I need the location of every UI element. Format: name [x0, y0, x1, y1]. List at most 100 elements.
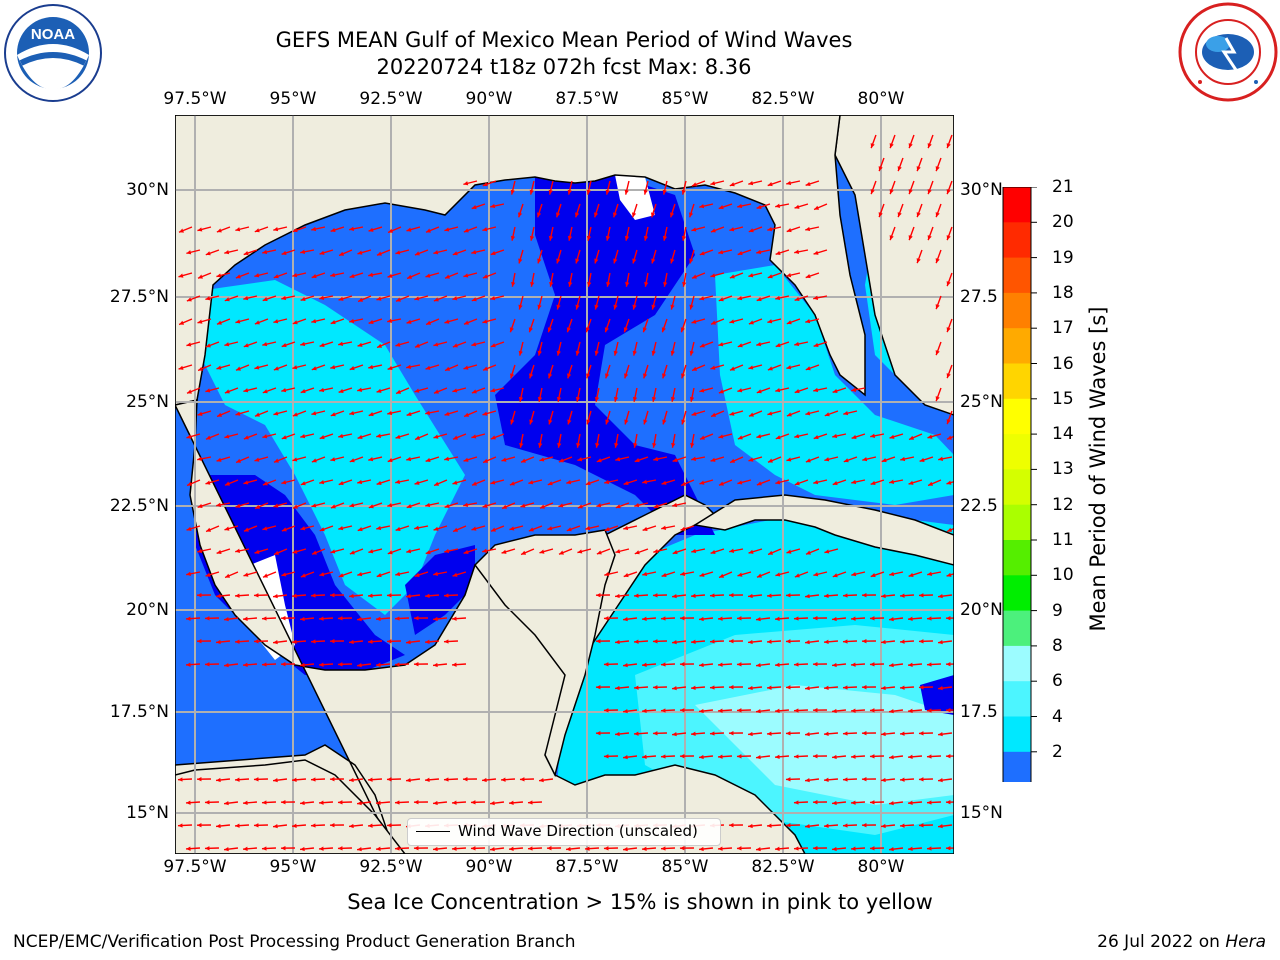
- wave-direction-arrow: [927, 226, 934, 241]
- wave-direction-arrow: [756, 433, 771, 439]
- wave-direction-arrow: [261, 800, 276, 805]
- wave-direction-arrow: [319, 295, 334, 300]
- wave-direction-arrow: [717, 616, 733, 621]
- wave-direction-arrow: [235, 456, 250, 464]
- wave-direction-arrow: [555, 203, 562, 218]
- wave-direction-arrow: [843, 456, 858, 463]
- wave-direction-arrow: [529, 180, 535, 195]
- wave-direction-arrow: [889, 571, 904, 577]
- colorbar-tick-label: 4: [1052, 706, 1063, 727]
- lat-tick-right: 30°N: [960, 180, 1003, 200]
- wave-direction-arrow: [444, 318, 459, 324]
- wave-direction-arrow: [907, 708, 923, 713]
- wave-direction-arrow: [425, 456, 440, 462]
- wave-direction-arrow: [234, 777, 250, 782]
- wave-direction-arrow: [549, 272, 554, 287]
- wave-direction-arrow: [699, 203, 714, 209]
- wave-direction-arrow: [945, 799, 954, 805]
- wave-direction-arrow: [662, 364, 668, 379]
- wave-direction-arrow: [387, 226, 402, 234]
- wave-direction-arrow: [643, 180, 649, 195]
- wave-direction-arrow: [357, 525, 372, 532]
- wave-direction-arrow: [681, 226, 687, 241]
- wave-direction-arrow: [451, 846, 467, 851]
- wave-direction-arrow: [679, 753, 694, 759]
- wave-direction-arrow: [916, 203, 923, 218]
- wave-direction-arrow: [243, 525, 258, 532]
- wave-direction-arrow: [509, 525, 524, 531]
- wave-direction-arrow: [785, 593, 800, 598]
- wave-direction-arrow: [945, 753, 954, 759]
- wave-direction-arrow: [775, 203, 790, 208]
- wave-direction-arrow: [223, 616, 239, 622]
- wave-direction-arrow: [356, 846, 372, 852]
- wave-direction-arrow: [272, 823, 288, 829]
- wave-direction-arrow: [688, 203, 695, 218]
- wave-direction-arrow: [185, 616, 201, 621]
- wave-direction-arrow: [907, 616, 923, 621]
- missing-data-patch: [615, 175, 655, 220]
- wave-direction-arrow: [643, 364, 649, 379]
- wave-direction-arrow: [935, 387, 942, 402]
- land-yucatan-peninsula: [474, 529, 616, 778]
- wave-direction-arrow: [223, 800, 239, 806]
- wave-direction-arrow: [661, 525, 676, 530]
- colorbar-tick-label: 15: [1052, 388, 1074, 409]
- wave-direction-arrow: [501, 548, 516, 554]
- wave-direction-arrow: [710, 318, 725, 325]
- wave-direction-arrow: [443, 593, 458, 598]
- wave-direction-arrow: [444, 272, 459, 279]
- wave-direction-arrow: [625, 272, 630, 287]
- wave-direction-arrow: [425, 272, 440, 278]
- wave-direction-arrow: [348, 777, 364, 783]
- lon-tick-top: 87.5°W: [555, 89, 619, 109]
- wave-direction-arrow: [642, 571, 657, 577]
- wave-direction-arrow: [880, 777, 896, 783]
- wave-direction-arrow: [908, 571, 923, 577]
- wave-direction-arrow: [368, 226, 383, 232]
- wave-direction-arrow: [205, 387, 220, 393]
- wave-direction-arrow: [394, 800, 409, 805]
- wave-direction-arrow: [842, 685, 857, 690]
- wave-direction-arrow: [185, 800, 201, 805]
- wave-direction-arrow: [729, 456, 744, 464]
- wave-direction-arrow: [508, 800, 524, 805]
- wave-direction-arrow: [519, 777, 534, 782]
- wave-direction-arrow: [709, 685, 724, 690]
- wave-direction-arrow: [234, 593, 250, 598]
- wave-direction-arrow: [204, 662, 219, 667]
- wave-direction-arrow: [518, 341, 524, 356]
- wave-direction-arrow: [737, 295, 752, 301]
- wave-direction-arrow: [300, 479, 315, 486]
- wave-direction-arrow: [375, 800, 391, 805]
- wave-direction-arrow: [946, 410, 953, 425]
- wave-direction-arrow: [596, 548, 611, 555]
- wave-direction-arrow: [622, 754, 638, 760]
- wave-direction-arrow: [539, 502, 554, 509]
- wave-direction-arrow: [831, 800, 847, 806]
- wave-direction-arrow: [660, 846, 675, 851]
- wave-direction-arrow: [775, 249, 790, 255]
- wave-direction-arrow: [899, 731, 915, 736]
- wave-direction-arrow: [387, 318, 402, 323]
- wave-direction-arrow: [482, 272, 497, 279]
- wave-direction-arrow: [424, 777, 440, 782]
- wave-direction-arrow: [842, 731, 857, 736]
- wave-direction-arrow: [405, 777, 421, 783]
- wave-direction-arrow: [729, 180, 744, 187]
- noaa-logo-text: NOAA: [31, 26, 75, 43]
- wave-direction-arrow: [622, 708, 638, 714]
- wave-direction-arrow: [595, 433, 600, 448]
- wave-direction-arrow: [737, 571, 752, 577]
- wave-direction-arrow: [869, 616, 884, 621]
- wave-direction-arrow: [367, 593, 383, 598]
- wave-direction-arrow: [292, 272, 307, 278]
- wave-direction-arrow: [300, 433, 315, 439]
- wave-direction-arrow: [376, 341, 391, 349]
- wave-direction-arrow: [376, 433, 391, 438]
- wave-direction-arrow: [243, 341, 258, 348]
- wave-direction-arrow: [945, 845, 954, 851]
- lon-tick-top: 90°W: [465, 89, 513, 109]
- wave-direction-arrow: [205, 341, 220, 348]
- wave-direction-arrow: [652, 731, 667, 736]
